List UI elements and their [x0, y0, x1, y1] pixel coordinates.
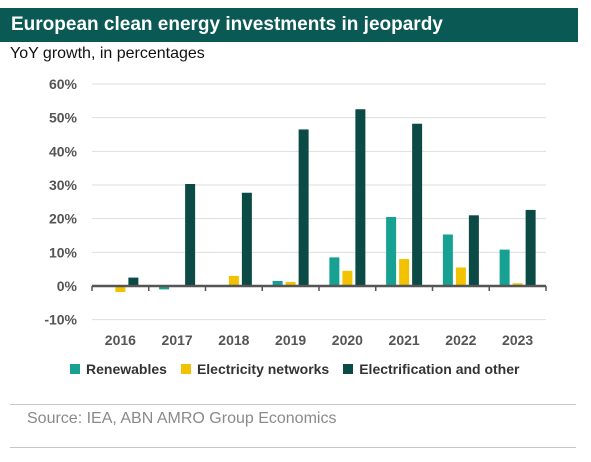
y-tick-label: 10% — [49, 244, 78, 260]
legend: Renewables Electricity networks Electrif… — [70, 361, 533, 377]
bar-0-2017 — [159, 286, 170, 290]
x-tick-label: 2019 — [275, 332, 306, 348]
bar-1-2021 — [399, 259, 410, 286]
source-note: Source: IEA, ABN AMRO Group Economics — [27, 410, 337, 427]
x-tick-label: 2016 — [105, 332, 136, 348]
x-tick-label: 2022 — [445, 332, 476, 348]
y-tick-label: -10% — [44, 312, 77, 328]
chart-title: European clean energy investments in jeo… — [0, 8, 578, 42]
bar-1-2018 — [228, 275, 239, 286]
bar-2-2022 — [468, 215, 479, 286]
bar-2-2021 — [412, 123, 423, 286]
bar-2-2016 — [128, 277, 139, 286]
bar-1-2022 — [455, 267, 466, 286]
bar-0-2023 — [499, 249, 510, 286]
bar-0-2020 — [329, 257, 340, 286]
chart-subtitle: YoY growth, in percentages — [10, 45, 205, 62]
x-tick-label: 2018 — [218, 332, 249, 348]
bar-1-2020 — [342, 270, 353, 286]
legend-item-electricity-networks: Electricity networks — [180, 361, 330, 377]
y-tick-label: 0% — [57, 278, 78, 294]
bar-1-2019 — [285, 281, 296, 286]
legend-swatch-renewables — [70, 364, 80, 374]
bar-0-2019 — [272, 280, 283, 286]
y-tick-label: 40% — [49, 143, 78, 159]
bar-1-2016 — [115, 286, 126, 293]
y-tick-label: 30% — [49, 177, 78, 193]
legend-label-electrification: Electrification and other — [359, 361, 520, 377]
legend-label-renewables: Renewables — [86, 361, 167, 377]
bar-0-2022 — [442, 234, 453, 286]
legend-label-electricity-networks: Electricity networks — [196, 361, 330, 377]
y-tick-label: 60% — [49, 76, 78, 92]
bar-2-2019 — [298, 129, 309, 286]
x-tick-label: 2021 — [389, 332, 420, 348]
bar-2-2018 — [241, 192, 252, 286]
x-tick-label: 2023 — [502, 332, 533, 348]
divider-top — [10, 404, 576, 405]
legend-item-electrification: Electrification and other — [343, 361, 519, 377]
x-tick-label: 2017 — [162, 332, 193, 348]
bar-2-2020 — [355, 109, 366, 286]
bar-2-2017 — [185, 183, 196, 286]
y-tick-label: 20% — [49, 211, 78, 227]
bar-2-2023 — [525, 209, 536, 286]
divider-bottom — [10, 447, 576, 448]
legend-swatch-electrification — [343, 364, 354, 374]
bar-0-2021 — [386, 216, 397, 286]
bar-1-2023 — [512, 283, 523, 286]
x-tick-label: 2020 — [332, 332, 363, 348]
legend-swatch-electricity-networks — [180, 364, 191, 374]
legend-item-renewables: Renewables — [70, 361, 167, 377]
y-tick-label: 50% — [49, 110, 78, 126]
